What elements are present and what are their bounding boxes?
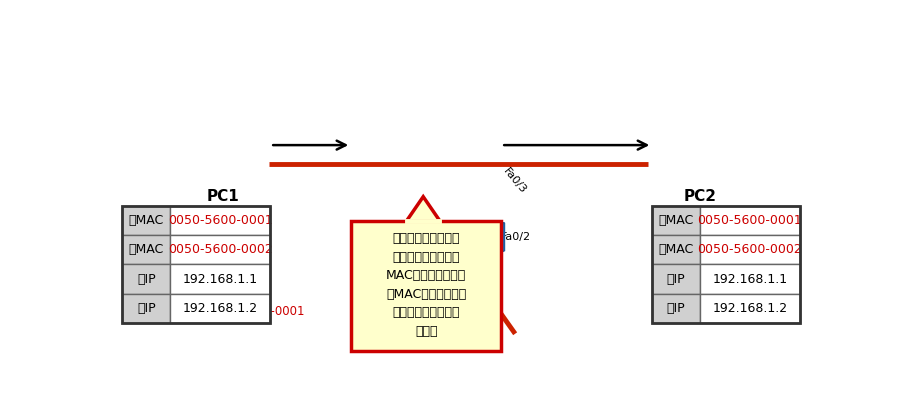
Text: 192.168.1.1: 192.168.1.1 [713,273,788,286]
FancyBboxPatch shape [170,235,270,265]
FancyBboxPatch shape [122,294,170,323]
Text: 源MAC: 源MAC [659,214,694,227]
FancyBboxPatch shape [249,234,260,262]
Text: 0050-5600-0002: 0050-5600-0002 [685,305,782,318]
Text: 盪IP: 盪IP [667,302,686,315]
FancyBboxPatch shape [122,235,170,265]
Text: PC1: PC1 [206,189,238,205]
Polygon shape [492,223,504,257]
FancyBboxPatch shape [700,265,800,294]
Text: PC2: PC2 [683,189,716,205]
FancyBboxPatch shape [728,251,736,252]
Polygon shape [430,223,504,229]
Text: 0050-5600-0001: 0050-5600-0001 [168,214,273,227]
FancyBboxPatch shape [351,221,501,351]
FancyBboxPatch shape [688,265,713,269]
Text: 盪MAC: 盪MAC [129,243,164,256]
FancyBboxPatch shape [700,235,800,265]
FancyBboxPatch shape [210,265,235,269]
Text: Fa0/2: Fa0/2 [501,232,531,242]
Text: MAC：: MAC： [655,305,688,318]
FancyBboxPatch shape [700,206,800,235]
FancyBboxPatch shape [652,206,700,235]
Text: 0050-5600-0002: 0050-5600-0002 [698,243,803,256]
Text: MAC地址表中查找目: MAC地址表中查找目 [386,269,466,282]
FancyBboxPatch shape [198,223,248,259]
FancyBboxPatch shape [201,228,244,255]
Text: 0050-5600-0001: 0050-5600-0001 [698,214,803,227]
FancyBboxPatch shape [220,259,225,265]
FancyBboxPatch shape [652,235,700,265]
Text: 192.168.1.2: 192.168.1.2 [713,302,788,315]
FancyBboxPatch shape [679,228,722,255]
FancyBboxPatch shape [652,265,700,294]
FancyBboxPatch shape [700,294,800,323]
FancyBboxPatch shape [727,234,737,262]
Text: 的MAC；随后将数据: 的MAC；随后将数据 [386,288,466,301]
FancyBboxPatch shape [251,246,258,248]
FancyBboxPatch shape [652,294,700,323]
Text: IP：192.168.1.1: IP：192.168.1.1 [178,293,266,306]
Polygon shape [430,229,492,257]
Text: Fa0/3: Fa0/3 [501,167,528,196]
Text: Fa0/1: Fa0/1 [399,236,429,247]
Text: 0050-5600-0002: 0050-5600-0002 [168,243,273,256]
FancyBboxPatch shape [675,223,724,259]
Text: 帧从特定的端口转发: 帧从特定的端口转发 [392,306,460,319]
Text: 源IP: 源IP [137,273,156,286]
FancyBboxPatch shape [698,259,703,265]
FancyBboxPatch shape [170,294,270,323]
FancyBboxPatch shape [170,265,270,294]
Polygon shape [406,197,440,221]
FancyBboxPatch shape [122,265,170,294]
Text: 0050-5600-0001: 0050-5600-0001 [207,305,304,318]
Text: 192.168.1.2: 192.168.1.2 [183,302,257,315]
Text: 盪IP: 盪IP [137,302,156,315]
FancyBboxPatch shape [728,246,736,248]
Text: 源MAC: 源MAC [129,214,164,227]
Text: 盪MAC: 盪MAC [659,243,694,256]
FancyBboxPatch shape [251,251,258,252]
Text: IP：192.168.1.2: IP：192.168.1.2 [655,293,743,306]
Text: 出去。: 出去。 [415,325,437,338]
Text: 二层头部；在自己的: 二层头部；在自己的 [392,251,460,264]
Text: 交换机查看数据帧的: 交换机查看数据帧的 [392,232,460,245]
Text: MAC：: MAC： [178,305,211,318]
FancyBboxPatch shape [170,206,270,235]
Text: 192.168.1.1: 192.168.1.1 [183,273,257,286]
FancyBboxPatch shape [122,206,170,235]
Text: 源IP: 源IP [667,273,686,286]
